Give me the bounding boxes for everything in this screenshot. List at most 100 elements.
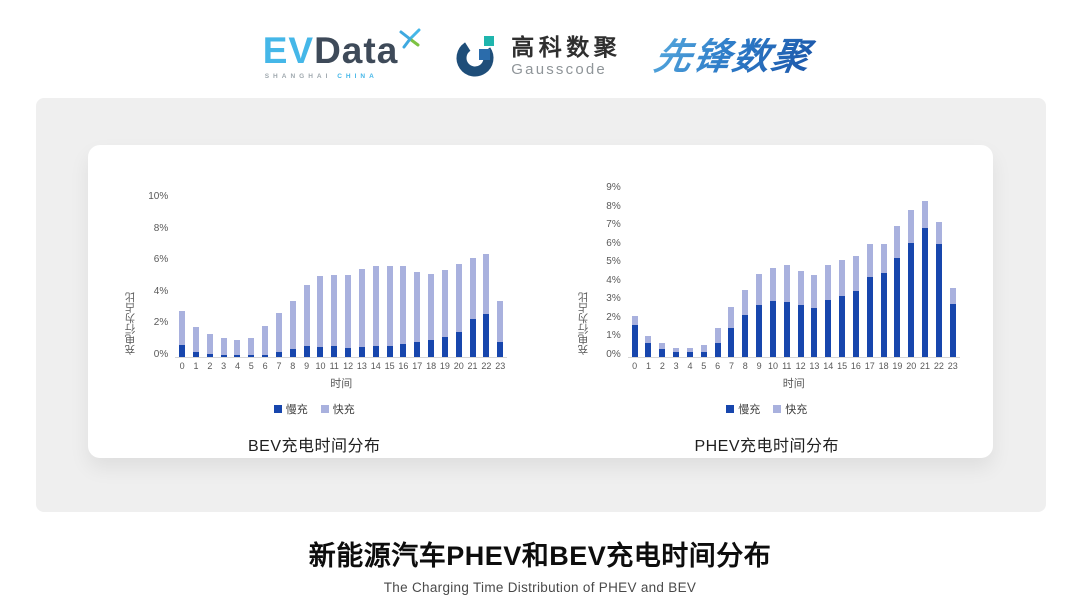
stacked-bar bbox=[358, 269, 365, 357]
footer: 新能源汽车PHEV和BEV充电时间分布 The Charging Time Di… bbox=[0, 534, 1080, 595]
stacked-bar bbox=[455, 264, 462, 357]
bar-column-12 bbox=[341, 275, 355, 357]
bar-segment-slow bbox=[441, 336, 448, 357]
bar-segment-fast bbox=[949, 287, 956, 304]
x-tick: 10 bbox=[315, 361, 326, 371]
stacked-bar bbox=[894, 226, 901, 357]
bar-segment-slow bbox=[935, 243, 942, 357]
evdata-sub-china: CHINA bbox=[337, 73, 378, 80]
x-tick: 7 bbox=[276, 361, 282, 371]
stacked-bar bbox=[206, 333, 213, 357]
bar-segment-fast bbox=[220, 338, 227, 356]
bar-column-1 bbox=[642, 335, 656, 357]
x-tick: 22 bbox=[933, 361, 944, 371]
bar-column-2 bbox=[655, 343, 669, 357]
stacked-bar bbox=[811, 274, 818, 357]
bar-segment-slow bbox=[317, 346, 324, 357]
bar-column-6 bbox=[258, 325, 272, 357]
stacked-bar bbox=[839, 260, 846, 357]
bar-segment-slow bbox=[714, 343, 721, 357]
logo-pioneer: 先锋数聚 bbox=[652, 36, 821, 77]
stacked-bar bbox=[686, 347, 693, 357]
bar-column-3 bbox=[669, 347, 683, 357]
stacked-bar bbox=[700, 345, 707, 357]
bar-column-1 bbox=[189, 327, 203, 357]
x-tick: 13 bbox=[809, 361, 820, 371]
bar-segment-slow bbox=[811, 308, 818, 357]
x-tick: 19 bbox=[439, 361, 450, 371]
x-tick: 16 bbox=[398, 361, 409, 371]
bar-column-19 bbox=[438, 269, 452, 357]
evdata-sub-shanghai: SHANGHAI bbox=[264, 73, 332, 80]
bar-segment-fast bbox=[234, 339, 241, 356]
y-tick: 8% bbox=[606, 200, 621, 212]
stacked-bar bbox=[386, 265, 393, 357]
legend-item: 慢充 bbox=[726, 401, 760, 417]
bar-segment-fast bbox=[469, 258, 476, 320]
x-tick: 15 bbox=[837, 361, 848, 371]
bar-segment-fast bbox=[400, 265, 407, 345]
logo-gausscode: 高科数聚 Gausscode bbox=[455, 33, 621, 79]
x-tick: 11 bbox=[329, 361, 339, 371]
legend-item: 快充 bbox=[320, 401, 355, 417]
stacked-bar bbox=[797, 271, 804, 357]
bar-segment-fast bbox=[866, 243, 873, 277]
x-tick: 16 bbox=[850, 361, 861, 371]
bar-segment-slow bbox=[483, 313, 490, 357]
bar-column-12 bbox=[794, 271, 808, 357]
legend: 慢充 快充 bbox=[273, 401, 355, 417]
stacked-bar bbox=[289, 301, 296, 357]
gausscode-cn-text: 高科数聚 bbox=[511, 34, 622, 61]
bar-segment-fast bbox=[317, 276, 324, 347]
header: EV Data SHANGHAI CHINA 高科数聚 Gausscode 先锋数… bbox=[0, 20, 1080, 92]
bar-segment-slow bbox=[783, 301, 790, 357]
bar-segment-slow bbox=[686, 352, 693, 357]
plot-area bbox=[627, 191, 960, 358]
y-tick: 5% bbox=[606, 256, 621, 268]
x-axis-labels: 0 1 2 3 4 5 6 7 8 9 10 11 12 13 14 15 16 17 18 19 20 21 22 23 bbox=[628, 361, 960, 371]
bar-segment-slow bbox=[894, 258, 901, 357]
bar-segment-fast bbox=[179, 311, 186, 346]
x-tick: 0 bbox=[179, 361, 185, 371]
evdata-subtitle: SHANGHAI CHINA bbox=[265, 73, 422, 80]
x-tick: 2 bbox=[207, 361, 213, 371]
bar-segment-slow bbox=[469, 319, 476, 357]
bar-segment-fast bbox=[880, 243, 887, 274]
bar-segment-slow bbox=[345, 347, 352, 357]
stacked-bar bbox=[631, 316, 638, 357]
legend-label: 慢充 bbox=[738, 404, 761, 416]
stacked-bar bbox=[345, 275, 352, 357]
stacked-bar bbox=[179, 311, 186, 357]
stacked-bar bbox=[742, 289, 749, 357]
x-tick: 12 bbox=[343, 361, 354, 371]
footer-title: 新能源汽车PHEV和BEV充电时间分布 bbox=[308, 541, 772, 571]
bar-segment-slow bbox=[206, 353, 213, 357]
bar-column-14 bbox=[821, 264, 835, 357]
bar-segment-slow bbox=[673, 352, 680, 357]
bar-segment-fast bbox=[414, 271, 421, 343]
x-tick: 17 bbox=[412, 361, 423, 371]
legend-item: 慢充 bbox=[273, 401, 308, 417]
chart-title: BEV充电时间分布 bbox=[247, 438, 381, 455]
x-tick: 7 bbox=[728, 361, 734, 371]
x-tick: 12 bbox=[795, 361, 806, 371]
bar-column-16 bbox=[397, 265, 411, 357]
legend-label: 快充 bbox=[332, 404, 355, 416]
bar-segment-slow bbox=[289, 349, 296, 357]
bar-column-19 bbox=[890, 226, 904, 357]
footer-subtitle: The Charging Time Distribution of PHEV a… bbox=[383, 580, 697, 595]
bar-column-17 bbox=[863, 243, 877, 357]
bar-segment-fast bbox=[935, 221, 942, 244]
bar-segment-fast bbox=[289, 301, 296, 350]
bar-column-7 bbox=[272, 313, 286, 357]
gausscode-en-text: Gausscode bbox=[511, 60, 607, 78]
bar-segment-slow bbox=[179, 345, 186, 357]
stacked-bar bbox=[825, 264, 832, 357]
x-tick: 4 bbox=[234, 361, 240, 371]
x-tick: 2 bbox=[659, 361, 665, 371]
bar-segment-slow bbox=[756, 305, 763, 357]
x-tick: 5 bbox=[248, 361, 254, 371]
bar-column-4 bbox=[683, 347, 697, 357]
bar-segment-slow bbox=[839, 296, 846, 357]
bar-segment-slow bbox=[631, 324, 638, 357]
